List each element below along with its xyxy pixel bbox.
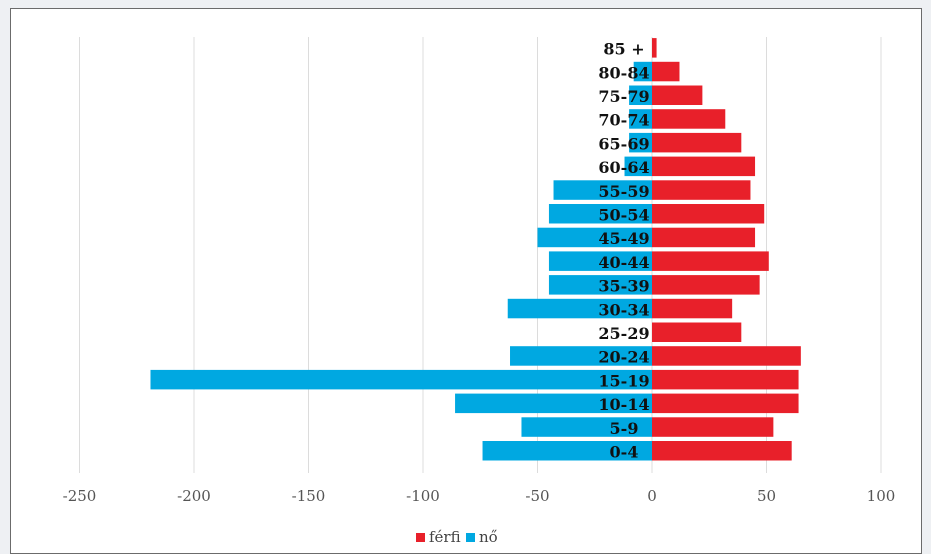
category-label: 25-29 — [598, 324, 649, 343]
legend-swatch — [466, 533, 475, 542]
category-label: 30-34 — [598, 300, 649, 319]
x-tick-label: -100 — [406, 487, 440, 505]
bar-no — [629, 85, 652, 105]
bar-ferfi — [652, 369, 799, 390]
x-tick-label: -200 — [177, 487, 211, 505]
bar-ferfi — [652, 85, 703, 105]
category-label: 55-59 — [598, 182, 649, 201]
bar-ferfi — [652, 322, 742, 342]
bar-ferfi — [652, 109, 726, 129]
bar-no — [548, 204, 652, 224]
bar-no — [548, 251, 652, 271]
bar-no — [510, 346, 652, 366]
bar-no — [507, 298, 652, 319]
category-label: 0-4 — [610, 443, 639, 462]
category-label: 85 + — [603, 40, 644, 59]
x-tick-label: 0 — [647, 487, 657, 505]
bar-no — [521, 417, 652, 437]
x-tick-label: 100 — [867, 487, 896, 505]
bar-no — [624, 156, 652, 177]
x-tick-label: 50 — [757, 487, 776, 505]
bar-ferfi — [652, 346, 801, 366]
bar-no — [455, 393, 652, 414]
legend-swatch — [416, 533, 425, 542]
bar-no — [150, 369, 653, 390]
bar-no — [629, 132, 652, 153]
bar-ferfi — [652, 227, 756, 248]
category-label: 15-19 — [598, 371, 649, 390]
bar-no — [629, 109, 652, 129]
category-label: 35-39 — [598, 277, 649, 296]
category-label: 45-49 — [598, 229, 649, 248]
bar-ferfi — [652, 393, 799, 414]
legend-label: nő — [479, 528, 498, 546]
bar-ferfi — [652, 61, 680, 82]
category-label: 10-14 — [598, 395, 649, 414]
bar-ferfi — [652, 38, 657, 58]
bar-ferfi — [652, 204, 765, 224]
population-pyramid-chart: -250 -200 -150 -100 -50 0 50 100 0-4 5-9 10-14 15-1… — [63, 37, 896, 546]
x-tick-label: -150 — [292, 487, 326, 505]
bar-ferfi — [652, 298, 733, 319]
category-label: 20-24 — [598, 348, 649, 367]
x-tick-label: -50 — [525, 487, 549, 505]
chart-frame: -250 -200 -150 -100 -50 0 50 100 0-4 5-9 10-14 15-1… — [10, 8, 922, 554]
x-tick-label: -250 — [63, 487, 97, 505]
category-label: 50-54 — [598, 206, 649, 225]
bar-ferfi — [652, 275, 760, 295]
bar-ferfi — [652, 180, 751, 200]
category-label: 60-64 — [598, 158, 649, 177]
category-label: 65-69 — [598, 134, 649, 153]
bar-no — [482, 441, 652, 461]
category-label: 80-84 — [598, 63, 649, 82]
category-label: 75-79 — [598, 87, 649, 106]
bar-no — [633, 61, 652, 82]
bar-ferfi — [652, 441, 792, 461]
bar-ferfi — [652, 417, 774, 437]
bar-no — [537, 227, 652, 248]
category-label: 5-9 — [610, 419, 639, 438]
bar-ferfi — [652, 132, 742, 153]
bar-no — [553, 180, 652, 200]
bar-no — [548, 275, 652, 295]
bar-ferfi — [652, 251, 769, 271]
bar-ferfi — [652, 156, 756, 177]
category-label: 70-74 — [598, 111, 649, 130]
category-label: 40-44 — [598, 253, 649, 272]
legend-label: férfi — [429, 528, 461, 546]
